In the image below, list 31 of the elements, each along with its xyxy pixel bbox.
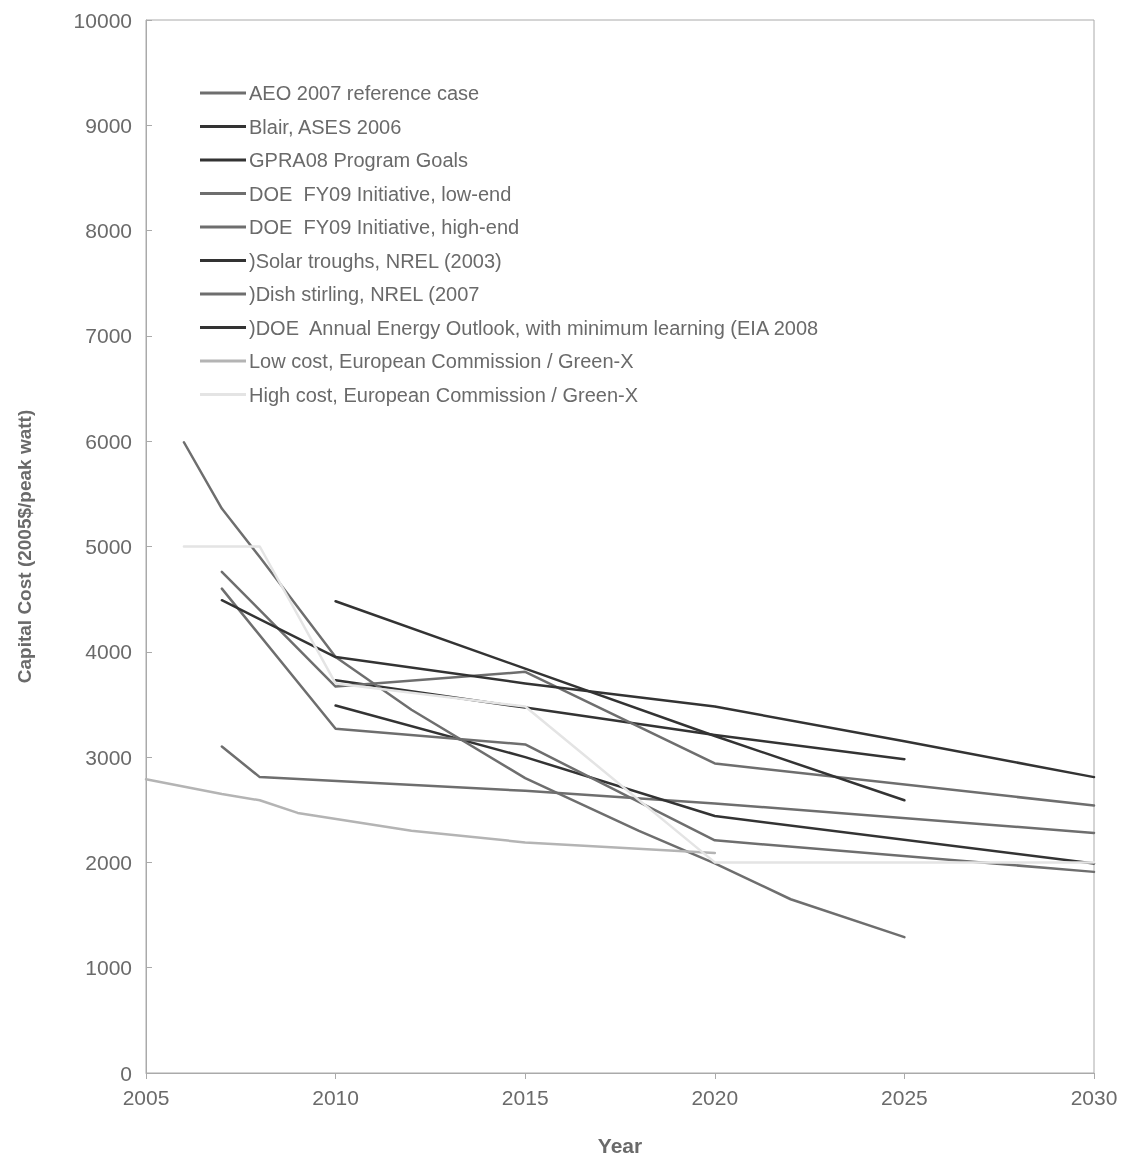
legend-label: DOE FY09 Initiative, high-end	[249, 216, 520, 238]
y-tick-label: 10000	[73, 8, 132, 32]
y-axis-title: Capital Cost (2005$/peak watt)	[14, 409, 35, 684]
x-tick-label: 2020	[691, 1086, 739, 1109]
y-tick-label: 4000	[85, 640, 132, 664]
y-tick-label: 1000	[85, 956, 132, 980]
legend-label: High cost, European Commission / Green-X	[249, 383, 639, 406]
y-tick-label: 2000	[85, 850, 132, 874]
legend-label: )Solar troughs, NREL (2003)	[249, 249, 502, 272]
y-tick-label: 0	[120, 1061, 132, 1085]
y-tick-label: 6000	[85, 429, 132, 453]
legend-label: Blair, ASES 2006	[249, 115, 402, 138]
y-tick-label: 3000	[85, 745, 132, 769]
legend-label: )Dish stirling, NREL (2007	[249, 283, 480, 305]
y-tick-label: 9000	[85, 113, 132, 137]
y-tick-label: 8000	[85, 219, 132, 243]
y-tick-label: 5000	[85, 535, 132, 558]
x-tick-label: 2005	[122, 1086, 170, 1109]
legend-label: )DOE Annual Energy Outlook, with minimum learning (EIA 2008	[249, 316, 819, 339]
x-tick-label: 2015	[501, 1086, 549, 1109]
line-series	[182, 545, 1096, 864]
x-tick-label: 2030	[1070, 1086, 1118, 1109]
line-series	[334, 704, 1096, 865]
legend-label: GPRA08 Program Goals	[249, 149, 468, 171]
y-tick-label: 7000	[85, 324, 132, 348]
x-tick-label: 2010	[312, 1086, 359, 1109]
x-axis-title: Year	[597, 1134, 643, 1157]
legend-label: AEO 2007 reference case	[249, 82, 480, 104]
x-tick-label: 2025	[881, 1086, 928, 1109]
legend-label: DOE FY09 Initiative, low-end	[249, 182, 512, 205]
legend-label: Low cost, European Commission / Green-X	[249, 350, 634, 372]
